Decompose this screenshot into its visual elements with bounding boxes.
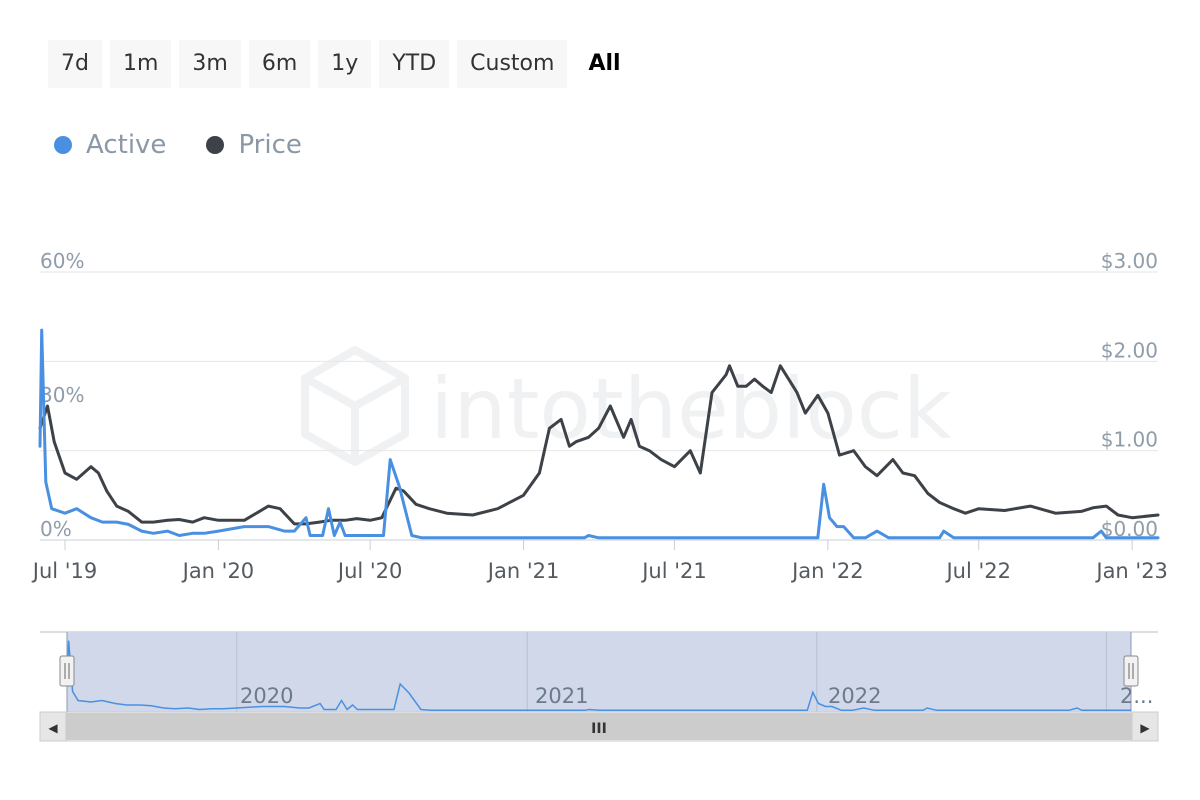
range-7d-button[interactable]: 7d bbox=[48, 40, 102, 88]
series-line-active bbox=[38, 328, 1160, 540]
scrollbar-left-button[interactable] bbox=[39, 711, 67, 742]
navigator-left-handle[interactable] bbox=[59, 655, 75, 687]
grid-layer bbox=[40, 271, 1158, 541]
range-all-button[interactable]: All bbox=[588, 51, 621, 76]
y-left-tick-label: 0% bbox=[40, 517, 72, 541]
legend-marker-active bbox=[54, 136, 72, 154]
x-tick-label: Jul '21 bbox=[640, 559, 707, 583]
legend-marker-price bbox=[206, 136, 225, 154]
x-tick-label: Jul '22 bbox=[944, 559, 1011, 583]
navigator-left-handle-box[interactable] bbox=[59, 655, 75, 687]
legend-item-active[interactable]: Active bbox=[54, 130, 166, 160]
y-left-tick-label: 30% bbox=[40, 383, 84, 407]
navigator-selection[interactable] bbox=[67, 632, 1131, 712]
scroll-left-arrow-icon: ◀ bbox=[48, 721, 58, 735]
watermark: intotheblock bbox=[301, 346, 952, 466]
x-tick-label: Jan '21 bbox=[486, 559, 560, 583]
y-right-tick-label: $1.00 bbox=[1101, 428, 1158, 452]
x-tick-label: Jan '22 bbox=[790, 559, 864, 583]
y-right-tick-label: $2.00 bbox=[1101, 338, 1158, 362]
range-6m-button[interactable]: 6m bbox=[248, 40, 311, 88]
y-right-tick-label: $3.00 bbox=[1101, 249, 1158, 273]
legend-item-price[interactable]: Price bbox=[206, 130, 302, 160]
range-ytd-button[interactable]: YTD bbox=[379, 40, 450, 88]
range-1m-button[interactable]: 1m bbox=[109, 40, 172, 88]
watermark-logo-line bbox=[353, 374, 407, 410]
scroll-right-arrow-icon: ▶ bbox=[1140, 721, 1150, 735]
navigator[interactable]: 2020 2021 2022 2... bbox=[40, 631, 1158, 712]
x-tick-label: Jul '19 bbox=[31, 559, 98, 583]
range-selector: 7d 1m 3m 6m 1y YTD Custom All bbox=[48, 40, 634, 88]
chart-legend: Active Price bbox=[54, 130, 302, 160]
legend-label-price: Price bbox=[238, 130, 302, 160]
navigator-right-handle-box[interactable] bbox=[1123, 655, 1139, 687]
navigator-label-2020: 2020 bbox=[240, 684, 293, 708]
series-layer bbox=[38, 328, 1160, 540]
navigator-series-line bbox=[66, 640, 1131, 712]
watermark-logo-line bbox=[303, 374, 357, 410]
range-3m-button[interactable]: 3m bbox=[179, 40, 241, 88]
x-tick-label: Jan '20 bbox=[181, 559, 255, 583]
scrollbar-right-button[interactable] bbox=[1131, 711, 1159, 742]
scrollbar-thumb[interactable] bbox=[66, 713, 1132, 740]
series-line-price bbox=[38, 364, 1160, 526]
navigator-right-handle[interactable] bbox=[1123, 655, 1139, 687]
scrollbar[interactable]: III ◀ ▶ bbox=[39, 711, 1159, 742]
navigator-label-2021: 2021 bbox=[535, 684, 588, 708]
watermark-logo-icon bbox=[301, 346, 409, 466]
navigator-label-2023: 2... bbox=[1120, 684, 1153, 708]
watermark-text: intotheblock bbox=[430, 360, 952, 458]
range-1y-button[interactable]: 1y bbox=[318, 40, 372, 88]
legend-label-active: Active bbox=[86, 130, 167, 160]
range-custom-button[interactable]: Custom bbox=[457, 40, 568, 88]
x-tick-label: Jul '20 bbox=[336, 559, 403, 583]
x-tick-label: Jan '23 bbox=[1094, 559, 1168, 583]
scrollbar-grip: III bbox=[591, 721, 607, 737]
navigator-label-2022: 2022 bbox=[828, 684, 881, 708]
y-left-tick-label: 60% bbox=[40, 249, 84, 273]
